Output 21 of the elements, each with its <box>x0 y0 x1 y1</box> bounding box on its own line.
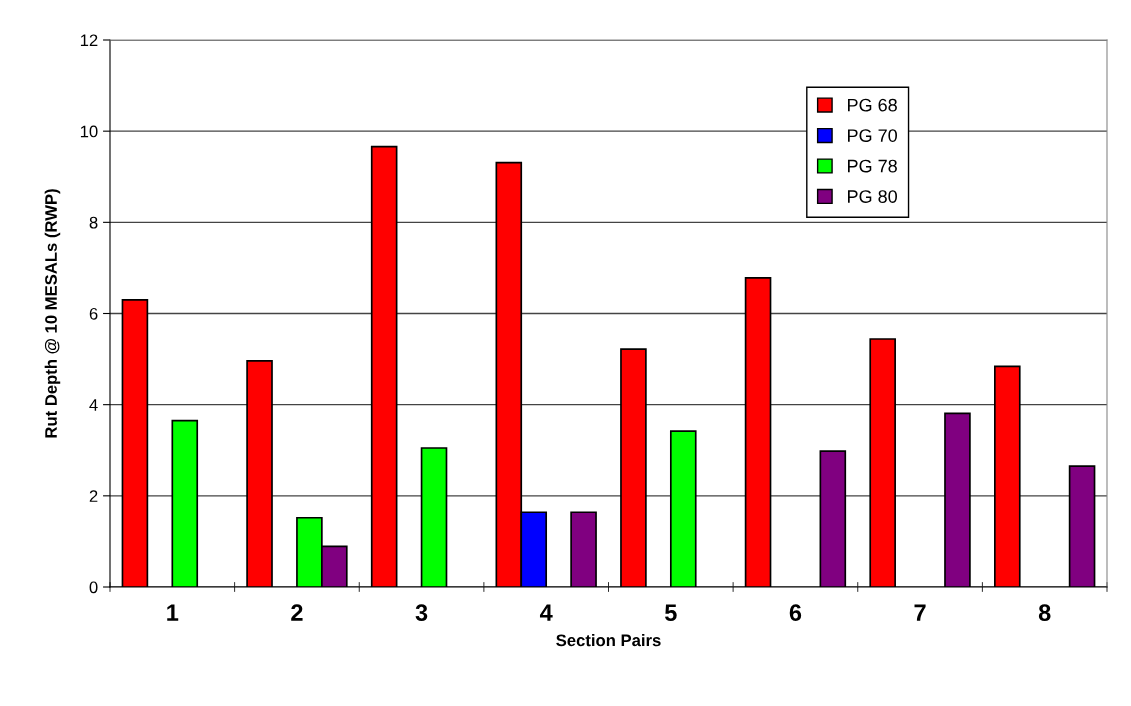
x-tick-label: 4 <box>539 604 553 621</box>
x-tick-label: 1 <box>167 604 179 621</box>
y-tick-label: 10 <box>80 125 98 138</box>
y-axis-title: Rut Depth @ 10 MESALs (RWP) <box>44 189 61 438</box>
y-tick-label: 12 <box>80 34 98 47</box>
x-tick-label: 5 <box>664 604 677 622</box>
legend-label: PG 68 <box>848 98 897 112</box>
x-tick-label: 8 <box>1038 604 1051 622</box>
y-tick-label: 8 <box>89 216 98 229</box>
x-tick-label: 2 <box>291 604 303 621</box>
y-tick-label: 4 <box>89 399 98 411</box>
legend-label: PG 78 <box>848 159 897 173</box>
x-tick-label: 3 <box>415 604 428 622</box>
y-tick-label: 2 <box>89 490 98 502</box>
y-tick-label: 6 <box>89 307 98 320</box>
x-tick-label: 6 <box>789 604 802 622</box>
legend-label: PG 70 <box>848 129 897 142</box>
x-tick-label: 7 <box>914 604 926 621</box>
legend-label: PG 80 <box>848 190 897 203</box>
y-tick-label: 0 <box>89 581 98 594</box>
x-axis-title: Section Pairs <box>556 634 661 647</box>
